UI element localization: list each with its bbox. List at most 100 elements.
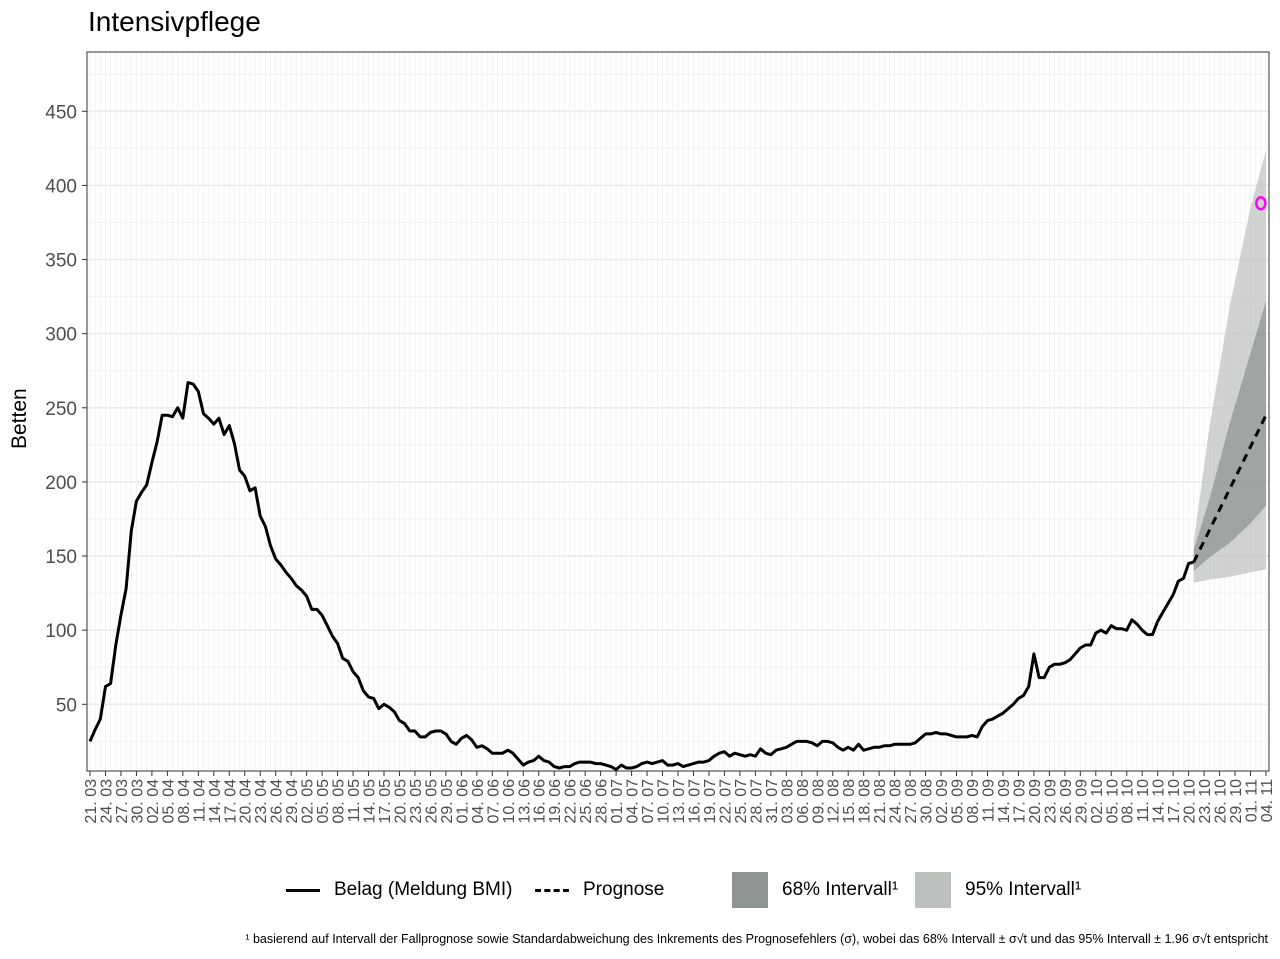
x-tick-label: 16. 07 [686, 779, 703, 824]
y-tick-label: 250 [45, 399, 77, 420]
x-tick-label: 27. 03 [114, 779, 131, 824]
x-tick-label: 02. 10 [1089, 779, 1106, 824]
x-tick-label: 14. 10 [1151, 779, 1168, 824]
x-tick-label: 05. 04 [160, 779, 177, 824]
x-tick-label: 19. 07 [702, 779, 719, 824]
x-tick-label: 14. 09 [996, 779, 1013, 824]
x-tick-label: 03. 08 [779, 779, 796, 824]
y-tick-label: 200 [45, 473, 77, 494]
legend-item-forecast: Prognose [535, 866, 664, 914]
y-tick-label: 400 [45, 176, 77, 197]
x-tick-label: 17. 09 [1011, 779, 1028, 824]
x-tick-label: 11. 05 [346, 779, 363, 822]
x-tick-label: 27. 08 [903, 779, 920, 824]
legend-item-ci95: 95% Intervall¹ [915, 866, 1081, 914]
x-tick-label: 02. 04 [145, 779, 162, 824]
x-tick-label: 12. 08 [826, 779, 843, 824]
x-tick-label: 02. 05 [300, 779, 317, 824]
ci68-band [1193, 301, 1266, 571]
x-tick-label: 23. 09 [1042, 779, 1059, 824]
legend-label-actual: Belag (Meldung BMI) [334, 879, 513, 900]
x-tick-label: 02. 09 [934, 779, 951, 824]
y-tick-label: 350 [45, 251, 77, 272]
x-tick-label: 17. 05 [377, 779, 394, 824]
x-tick-label: 22. 06 [563, 779, 580, 824]
x-tick-label: 04. 06 [470, 779, 487, 824]
x-tick-label: 07. 07 [640, 779, 657, 824]
x-tick-label: 05. 09 [950, 779, 967, 824]
x-tick-label: 20. 09 [1027, 779, 1044, 824]
y-tick-label: 150 [45, 547, 77, 568]
x-tick-label: 18. 08 [857, 779, 874, 824]
series-lines [88, 381, 1268, 771]
x-tick-label: 24. 03 [98, 779, 115, 824]
x-tick-label: 10. 07 [656, 779, 673, 824]
x-tick-label: 08. 04 [176, 779, 193, 824]
x-tick-label: 08. 09 [965, 779, 982, 824]
x-tick-label: 01. 06 [454, 779, 471, 824]
legend-item-ci68: 68% Intervall¹ [732, 866, 898, 914]
x-tick-label: 26. 09 [1058, 779, 1075, 824]
x-tick-label: 21. 08 [872, 779, 889, 824]
x-tick-label: 31. 07 [764, 779, 781, 824]
legend-item-actual: Belag (Meldung BMI) [286, 866, 512, 914]
x-tick-label: 28. 06 [594, 779, 611, 824]
x-tick-label: 10. 06 [501, 779, 518, 824]
x-tick-label: 20. 05 [392, 779, 409, 824]
x-tick-label: 23. 10 [1197, 779, 1214, 824]
x-tick-label: 17. 04 [222, 779, 239, 824]
x-tick-label: 29. 05 [439, 779, 456, 824]
x-tick-label: 24. 08 [888, 779, 905, 824]
x-tick-label: 22. 07 [717, 779, 734, 824]
x-tick-label: 11. 09 [980, 779, 997, 822]
x-tick-label: 14. 04 [207, 779, 224, 824]
x-tick-label: 19. 06 [547, 779, 564, 824]
y-tick-label: 300 [45, 325, 77, 346]
legend-ci95-swatch [915, 872, 951, 908]
x-tick-label: 14. 05 [362, 779, 379, 824]
x-tick-label: 11. 04 [191, 779, 208, 822]
markers [1255, 195, 1267, 211]
legend: Belag (Meldung BMI) Prognose 68% Interva… [0, 866, 1280, 914]
actual-line [88, 381, 1195, 771]
y-tick-label: 450 [45, 102, 77, 123]
legend-ci68-swatch [732, 872, 768, 908]
chart-title: Intensivpflege [88, 6, 261, 37]
legend-label-ci95: 95% Intervall¹ [965, 879, 1082, 900]
x-tick-label: 23. 04 [253, 779, 270, 824]
legend-solid-line-swatch [286, 888, 320, 892]
x-tick-label: 07. 06 [485, 779, 502, 824]
x-tick-label: 16. 06 [532, 779, 549, 824]
x-tick-label: 30. 08 [919, 779, 936, 824]
x-tick-label: 20. 10 [1182, 779, 1199, 824]
x-tick-label: 21. 03 [83, 779, 100, 824]
x-tick-label: 28. 07 [748, 779, 765, 824]
x-tick-label: 01. 11 [1244, 779, 1261, 822]
x-tick-label: 06. 08 [795, 779, 812, 824]
legend-label-ci68: 68% Intervall¹ [782, 879, 899, 900]
legend-dashed-line-swatch [535, 888, 569, 892]
footnote: ¹ basierend auf Intervall der Fallprogno… [245, 932, 1268, 946]
x-tick-label: 13. 06 [516, 779, 533, 824]
gridlines [87, 52, 1269, 771]
x-tick-label: 17. 10 [1166, 779, 1183, 824]
x-tick-label: 04. 07 [625, 779, 642, 824]
x-tick-label: 08. 05 [331, 779, 348, 824]
interval-bands [1193, 149, 1266, 583]
x-tick-label: 23. 05 [408, 779, 425, 824]
x-tick-label: 30. 03 [129, 779, 146, 824]
x-tick-label: 26. 10 [1213, 779, 1230, 824]
x-tick-label: 05. 05 [315, 779, 332, 824]
x-tick-label: 29. 10 [1228, 779, 1245, 824]
x-tick-label: 26. 05 [423, 779, 440, 824]
y-tick-label: 50 [56, 695, 77, 716]
x-tick-label: 01. 07 [609, 779, 626, 824]
x-tick-label: 05. 10 [1104, 779, 1121, 824]
x-tick-label: 26. 04 [269, 779, 286, 824]
legend-label-forecast: Prognose [583, 879, 665, 900]
x-tick-label: 04. 11 [1259, 779, 1276, 822]
x-tick-label: 11. 10 [1135, 779, 1152, 822]
x-tick-label: 08. 10 [1120, 779, 1137, 824]
